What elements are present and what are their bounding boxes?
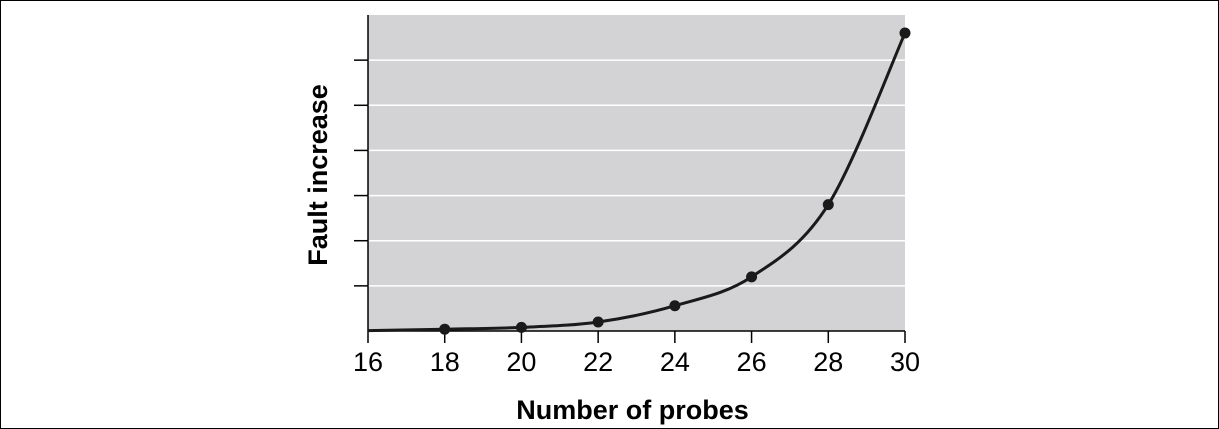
x-tick-label-3: 22 [583,347,613,377]
data-point-5 [822,199,834,211]
x-tick-label-6: 28 [813,347,843,377]
x-tick-label-5: 26 [737,347,767,377]
x-tick-label-7: 30 [890,347,920,377]
y-axis-title: Fault increase [303,84,333,266]
x-axis-title: Number of probes [516,395,749,425]
data-point-3 [669,300,681,312]
x-tick-label-0: 16 [353,347,383,377]
data-points [439,27,911,335]
y-axis-ticks [354,59,368,287]
data-point-2 [592,316,604,328]
x-tick-label-1: 18 [430,347,460,377]
x-tick-label-2: 20 [506,347,536,377]
x-tick-label-4: 24 [660,347,690,377]
data-point-6 [899,27,911,39]
data-point-1 [515,321,527,333]
grid-lines [368,59,905,287]
data-point-4 [746,271,758,283]
plot-area [368,15,905,331]
x-axis-ticks: 16 18 20 22 24 26 28 30 [353,331,920,377]
data-point-0 [439,323,451,335]
